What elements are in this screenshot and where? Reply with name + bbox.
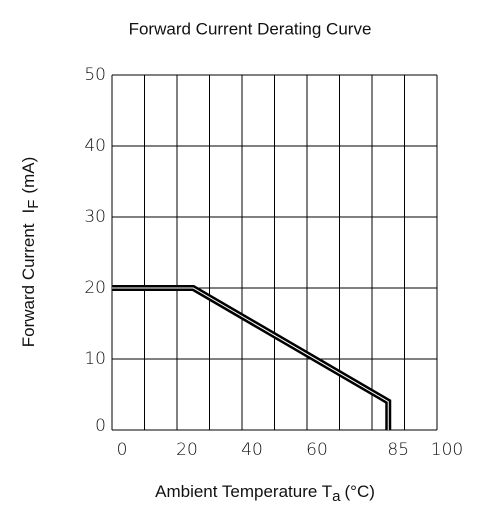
x-tick-label: 100 (431, 440, 463, 460)
x-axis-unit: (°C) (344, 482, 374, 501)
x-tick-label: 85 (387, 440, 409, 460)
x-tick-label: 60 (306, 440, 328, 460)
x-axis-label: Ambient Temperature Ta (°C) (155, 482, 375, 504)
x-axis-sub: a (332, 488, 341, 505)
x-axis-label-text: Ambient Temperature (155, 482, 317, 501)
y-tick-label: 40 (84, 136, 106, 156)
y-axis-unit: (mA) (19, 157, 38, 194)
x-axis-symbol: T (322, 482, 332, 501)
y-axis-sub: F (25, 200, 42, 209)
x-tick-label: 0 (117, 440, 128, 460)
y-axis-label-text: Forward Current (19, 223, 38, 347)
y-tick-label: 0 (95, 416, 106, 436)
x-tick-label: 40 (241, 440, 263, 460)
data-line-inner (112, 287, 389, 430)
chart-title: Forward Current Derating Curve (129, 19, 372, 38)
x-tick-label: 20 (176, 440, 198, 460)
y-tick-label: 20 (84, 278, 106, 298)
y-tick-label: 30 (84, 207, 106, 227)
y-tick-label: 10 (84, 349, 106, 369)
y-axis-symbol: I (19, 209, 38, 214)
y-axis-label: Forward Current IF (mA) (19, 157, 41, 348)
y-tick-label: 50 (84, 65, 106, 85)
